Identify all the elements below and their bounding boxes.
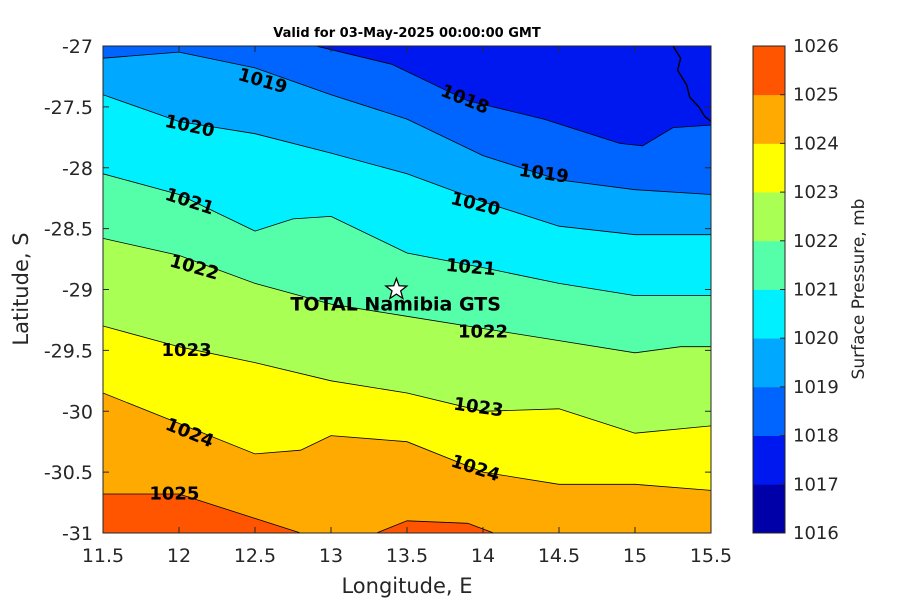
y-tick-label: -28 bbox=[62, 158, 93, 180]
colorbar-swatch bbox=[753, 192, 785, 242]
colorbar-tick-label: 1018 bbox=[793, 426, 839, 447]
y-axis-label: Latitude, S bbox=[9, 232, 33, 345]
y-tick-label: -31 bbox=[62, 523, 93, 545]
contour-line-1018 bbox=[315, 46, 711, 147]
colorbar-tick-label: 1019 bbox=[793, 377, 839, 398]
y-tick-label: -29.5 bbox=[44, 340, 93, 362]
x-tick-label: 13.5 bbox=[386, 545, 428, 567]
site-label: TOTAL Namibia GTS bbox=[290, 294, 501, 316]
contour-band-1025 bbox=[103, 494, 711, 533]
contour-line-1023 bbox=[103, 325, 711, 434]
colorbar-swatch bbox=[753, 46, 785, 96]
colorbar-swatch bbox=[753, 143, 785, 193]
colorbar-swatch bbox=[753, 338, 785, 388]
contour-band-1024 bbox=[103, 393, 711, 533]
colorbar-swatch bbox=[753, 386, 785, 436]
colorbar-tick-label: 1017 bbox=[793, 474, 839, 495]
contour-lines bbox=[103, 46, 711, 533]
contour-line-1019 bbox=[103, 51, 711, 195]
contour-band-1025 bbox=[376, 520, 494, 533]
colorbar-tick-label: 1021 bbox=[793, 280, 839, 301]
y-tick-label: -27.5 bbox=[44, 97, 93, 119]
filled-contours bbox=[103, 46, 711, 533]
colorbar-swatch bbox=[753, 484, 785, 534]
colorbar-swatch bbox=[753, 289, 785, 339]
colorbar-tick-label: 1024 bbox=[793, 133, 839, 154]
y-tick-label: -29 bbox=[62, 280, 93, 302]
contour-label: 1021 bbox=[445, 255, 497, 280]
colorbar-tick-label: 1020 bbox=[793, 328, 839, 349]
colorbar-swatch bbox=[753, 94, 785, 144]
contour-line-1022 bbox=[103, 238, 711, 354]
colorbar-tick-label: 1025 bbox=[793, 85, 839, 106]
contour-line-1020 bbox=[103, 94, 711, 236]
x-axis-label: Longitude, E bbox=[341, 574, 472, 598]
contour-label: 1025 bbox=[149, 484, 199, 505]
x-tick-label: 15.5 bbox=[690, 545, 732, 567]
colorbar-tick-label: 1016 bbox=[793, 523, 839, 544]
contour-line-1025 bbox=[376, 520, 494, 533]
colorbar: 1016 1017 1018 1019 1020 1021 1022 1023 1024 1025… bbox=[752, 36, 839, 544]
x-tick-label: 14 bbox=[471, 545, 495, 567]
contour-line-1025 bbox=[103, 493, 301, 533]
chart-title: Valid for 03-May-2025 00:00:00 GMT bbox=[273, 26, 541, 41]
colorbar-tick-label: 1022 bbox=[793, 231, 839, 252]
coastline bbox=[672, 46, 711, 123]
y-tick-label: -30 bbox=[62, 401, 93, 423]
x-tick-label: 12.5 bbox=[234, 545, 276, 567]
colorbar-swatch bbox=[753, 240, 785, 290]
colorbar-swatch bbox=[753, 435, 785, 485]
x-tick-label: 15 bbox=[623, 545, 647, 567]
y-tick-label: -28.5 bbox=[44, 219, 93, 241]
x-tick-label: 11.5 bbox=[82, 545, 124, 567]
x-tick-label: 12 bbox=[167, 545, 191, 567]
colorbar-tick-label: 1026 bbox=[793, 36, 839, 57]
x-axis: 11.5 12 12.5 13 13.5 14 14.5 15 15.5 bbox=[82, 46, 732, 567]
contour-line-1021 bbox=[103, 173, 711, 296]
x-tick-label: 13 bbox=[319, 545, 343, 567]
colorbar-tick-label: 1023 bbox=[793, 182, 839, 203]
contour-line-1024 bbox=[103, 392, 711, 491]
y-tick-label: -27 bbox=[62, 36, 93, 58]
y-tick-label: -30.5 bbox=[44, 462, 93, 484]
y-axis: -27 -27.5 -28 -28.5 -29 -29.5 -30 -30.5 -31 bbox=[44, 36, 711, 545]
x-tick-label: 14.5 bbox=[538, 545, 580, 567]
site-star-icon bbox=[384, 276, 409, 300]
contour-label: 1022 bbox=[458, 322, 508, 343]
contour-label: 1023 bbox=[162, 340, 212, 361]
colorbar-label: Surface Pressure, mb bbox=[849, 199, 869, 380]
